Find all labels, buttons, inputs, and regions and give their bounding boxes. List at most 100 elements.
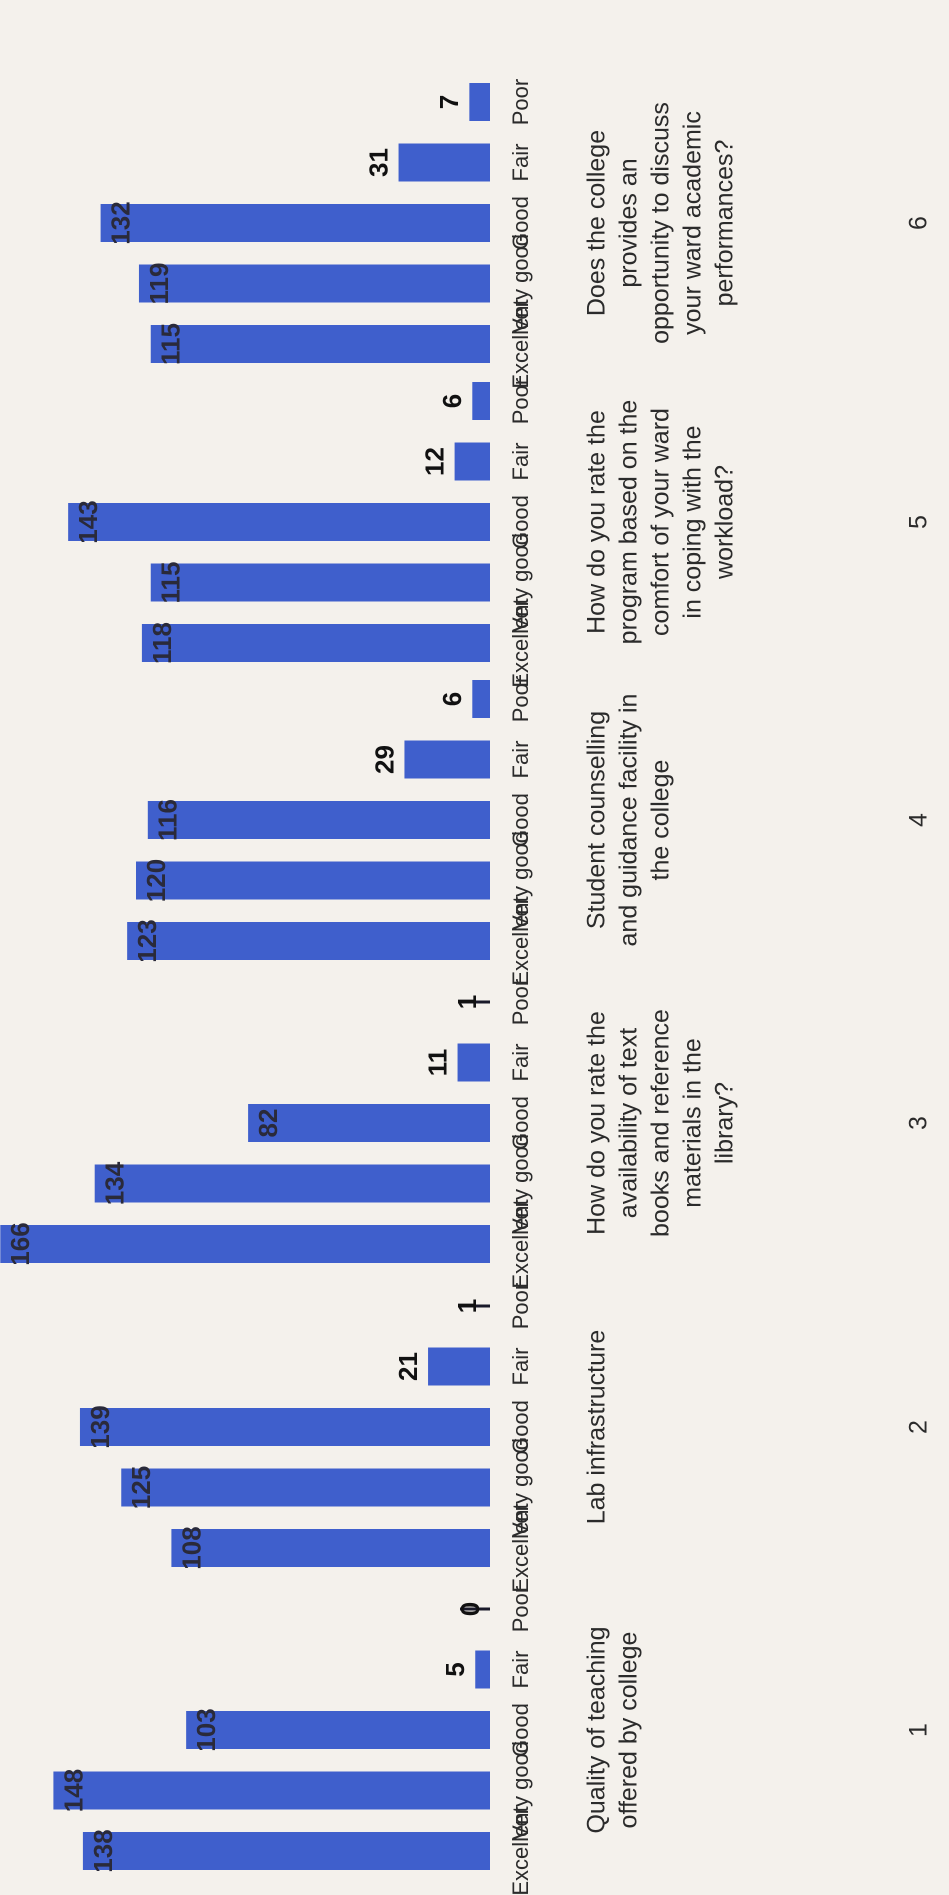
- bar-2-very-good: [121, 1468, 490, 1507]
- bar-1-fair: [475, 1650, 490, 1689]
- question-text: workload?: [711, 465, 739, 580]
- bar-5-excellent: [141, 624, 490, 662]
- category-label: Fair: [508, 1348, 533, 1386]
- category-label: Excellent: [508, 598, 533, 687]
- data-label: 123: [132, 919, 162, 962]
- data-label: 139: [85, 1405, 115, 1448]
- group-number: 4: [905, 813, 933, 827]
- question-text: performances?: [711, 140, 739, 307]
- bar-3-good: [248, 1104, 490, 1142]
- category-label: Poor: [508, 979, 533, 1025]
- question-text: comfort of your ward: [647, 408, 675, 636]
- question-text: Does the college: [583, 130, 611, 316]
- data-label: 7: [434, 95, 464, 109]
- data-label: 5: [440, 1662, 470, 1676]
- category-label: Excellent: [508, 896, 533, 985]
- bar-5-very-good: [150, 563, 490, 602]
- bar-5-fair: [454, 442, 491, 481]
- question-text: books and reference: [647, 1009, 675, 1237]
- data-label: 6: [437, 692, 467, 706]
- bar-4-poor: [472, 680, 490, 718]
- data-label: 143: [73, 500, 103, 543]
- question-text: How do you rate the: [583, 410, 611, 634]
- data-label: 21: [393, 1352, 423, 1381]
- bar-1-very-good: [53, 1771, 491, 1810]
- category-label: Good: [508, 495, 533, 549]
- group-number: 2: [905, 1420, 933, 1434]
- bar-1-excellent: [82, 1832, 491, 1870]
- data-label: 12: [419, 447, 449, 476]
- data-label: 125: [126, 1466, 156, 1509]
- data-label: 120: [141, 859, 171, 902]
- category-label: Poor: [508, 79, 533, 125]
- category-label: Poor: [508, 1283, 533, 1329]
- category-label: Very good: [508, 831, 533, 930]
- data-label: 166: [5, 1222, 35, 1265]
- category-label: Very good: [508, 1741, 533, 1840]
- data-label: 108: [176, 1526, 206, 1569]
- category-label: Very good: [508, 1134, 533, 1233]
- data-label: 103: [191, 1708, 221, 1751]
- category-label: Fair: [508, 144, 533, 182]
- category-label: Good: [508, 1703, 533, 1757]
- data-label: 6: [437, 394, 467, 408]
- bar-1-poor: [460, 1607, 490, 1611]
- category-label: Fair: [508, 741, 533, 779]
- data-label: 29: [369, 745, 399, 774]
- bar-5-good: [68, 503, 491, 541]
- data-label: 82: [253, 1109, 283, 1138]
- data-label: 31: [363, 148, 393, 177]
- bar-3-very-good: [94, 1164, 490, 1203]
- question-text: and guidance facility in: [615, 694, 643, 947]
- bar-4-fair: [404, 740, 491, 779]
- data-label: 116: [153, 799, 183, 841]
- category-label: Very good: [508, 234, 533, 333]
- category-label: Good: [508, 793, 533, 847]
- data-label: 1: [452, 1299, 482, 1313]
- category-label: Good: [508, 1400, 533, 1454]
- question-text: library?: [711, 1082, 739, 1164]
- bar-6-excellent: [150, 325, 490, 363]
- category-label: Fair: [508, 443, 533, 481]
- bar-6-good: [100, 204, 490, 242]
- bar-4-excellent: [127, 922, 491, 960]
- data-label: 115: [156, 562, 186, 604]
- category-label: Excellent: [508, 1199, 533, 1288]
- question-text: in coping with the: [679, 425, 707, 618]
- group-number: 6: [905, 216, 933, 230]
- data-label: 138: [88, 1829, 118, 1872]
- data-label: 134: [100, 1161, 130, 1205]
- data-label: 115: [156, 323, 186, 365]
- group-number: 5: [905, 515, 933, 529]
- category-label: Very good: [508, 533, 533, 632]
- category-label: Good: [508, 196, 533, 250]
- data-label: 1: [452, 995, 482, 1009]
- category-label: Poor: [508, 676, 533, 722]
- data-label: 132: [105, 201, 135, 244]
- question-text: program based on the: [615, 400, 643, 645]
- bar-2-good: [79, 1408, 490, 1446]
- bar-5-poor: [472, 382, 490, 420]
- category-label: Fair: [508, 1044, 533, 1082]
- data-label: 119: [144, 263, 174, 305]
- data-label: 118: [147, 622, 177, 664]
- question-text: provides an: [615, 158, 643, 287]
- data-label: 0: [455, 1602, 485, 1616]
- question-text: Quality of teaching: [583, 1626, 611, 1833]
- bar-3-fair: [457, 1043, 490, 1082]
- category-label: Good: [508, 1096, 533, 1150]
- category-label: Excellent: [508, 1503, 533, 1592]
- question-text: your ward academic: [679, 111, 707, 335]
- category-label: Very good: [508, 1438, 533, 1537]
- bar-6-poor: [469, 83, 491, 121]
- group-number: 3: [905, 1116, 933, 1130]
- question-text: Student counselling: [583, 711, 611, 929]
- bar-2-poor: [460, 1304, 490, 1308]
- question-text: offered by college: [615, 1632, 643, 1829]
- question-text: How do you rate the: [583, 1011, 611, 1235]
- question-text: materials in the: [679, 1038, 707, 1208]
- bar-4-very-good: [136, 861, 490, 900]
- question-text: availability of text: [615, 1028, 643, 1218]
